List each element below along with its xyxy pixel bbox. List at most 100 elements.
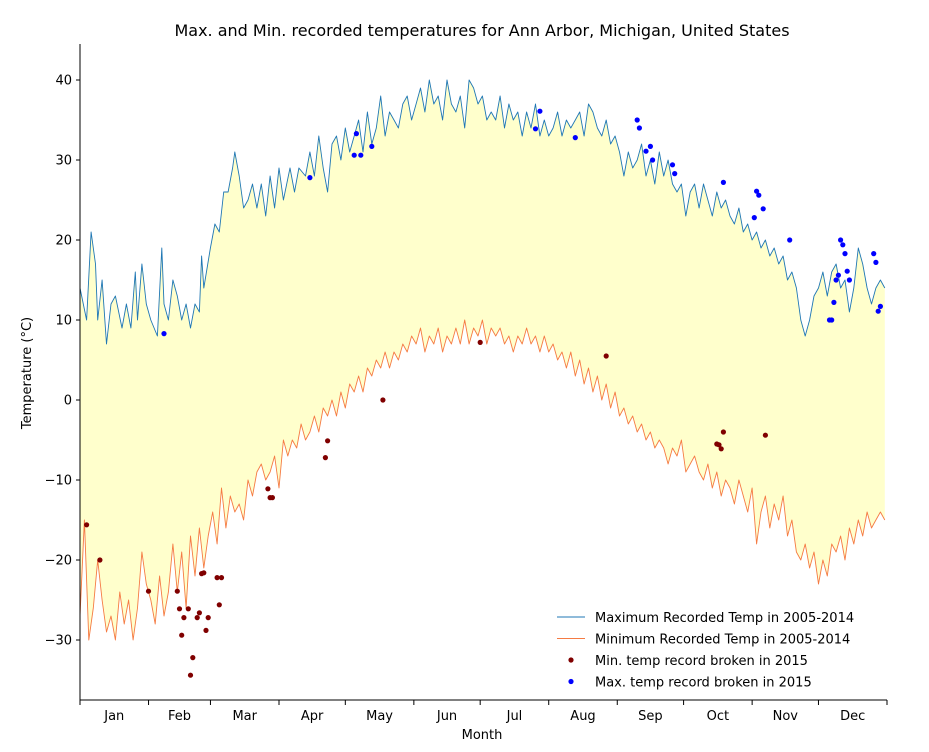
max-record-point [572, 135, 578, 141]
axes: −30 −20 −10 0 10 20 30 40 Jan Feb Mar Apr May Jun Jul A… [45, 44, 888, 724]
x-tick-label: Dec [840, 709, 865, 724]
max-record-point [369, 143, 375, 149]
x-tick-label: Jan [103, 709, 124, 724]
max-record-point [840, 242, 846, 248]
max-record-point [351, 152, 357, 158]
max-record-point [647, 143, 654, 149]
max-record-point [643, 148, 649, 154]
min-record-point [325, 438, 331, 444]
y-tick-label: −10 [45, 474, 72, 489]
legend-label: Max. temp record broken in 2015 [595, 676, 812, 691]
min-record-point [214, 575, 220, 581]
max-record-point [161, 331, 167, 337]
min-record-point [265, 486, 271, 492]
record-points [84, 108, 884, 678]
x-tick-label: Jun [436, 709, 457, 724]
chart-title: Max. and Min. recorded temperatures for … [174, 21, 789, 40]
min-temp-line [79, 319, 886, 641]
min-record-point [269, 495, 275, 501]
max-record-point [844, 268, 850, 274]
y-tick-label: −30 [45, 634, 72, 649]
min-record-point [216, 602, 222, 608]
min-record-point [190, 655, 196, 661]
y-tick-label: 20 [55, 234, 72, 249]
x-tick-label: Aug [570, 709, 595, 724]
fill-between-polygon [80, 80, 885, 640]
legend-marker-swatch [568, 678, 574, 685]
max-record-point [760, 206, 766, 212]
x-tick-label: Sep [638, 709, 663, 724]
min-record-point [322, 455, 328, 461]
max-record-point [756, 192, 762, 198]
min-record-point [187, 672, 194, 678]
min-record-point [179, 632, 185, 638]
fill-between-area [80, 80, 885, 640]
y-tick-label: 0 [64, 394, 72, 409]
max-record-point [831, 299, 837, 305]
max-record-point [634, 117, 640, 123]
max-record-point [829, 317, 835, 323]
max-record-point [636, 125, 643, 131]
min-record-point [194, 615, 200, 621]
max-record-point [669, 162, 676, 168]
min-record-point [720, 429, 727, 435]
min-record-point [380, 397, 386, 403]
min-record-point [718, 446, 724, 452]
min-record-point [477, 339, 483, 345]
min-record-point [762, 432, 769, 438]
max-record-point [537, 108, 543, 114]
max-record-point [532, 126, 539, 132]
max-record-point [875, 308, 881, 314]
legend-label: Minimum Recorded Temp in 2005-2014 [595, 633, 850, 648]
max-record-point [353, 131, 359, 137]
max-temp-line [79, 79, 886, 345]
series-lines [79, 79, 886, 641]
x-tick-label: Jul [506, 709, 523, 724]
x-axis-label: Month [462, 728, 503, 743]
max-record-point [833, 277, 839, 283]
min-record-point [174, 588, 180, 594]
y-tick-label: −20 [45, 554, 72, 569]
max-record-point [358, 152, 364, 158]
max-record-point [787, 237, 793, 243]
min-record-point [201, 570, 207, 576]
y-tick-label: 10 [55, 314, 72, 329]
max-record-point [846, 277, 853, 283]
min-record-point [145, 588, 152, 594]
max-record-point [873, 259, 879, 265]
max-record-point [751, 215, 757, 221]
max-record-point [871, 251, 877, 257]
x-tick-label: Oct [707, 709, 729, 724]
y-tick-label: 40 [55, 74, 72, 89]
y-tick-label: 30 [55, 154, 72, 169]
min-record-point [716, 442, 722, 448]
min-record-point [203, 627, 209, 634]
legend-label: Maximum Recorded Temp in 2005-2014 [595, 611, 854, 626]
min-record-point [205, 615, 211, 621]
max-record-point [307, 175, 313, 181]
min-record-point [185, 606, 191, 612]
min-record-point [603, 353, 609, 359]
min-record-point [176, 606, 183, 612]
x-tick-label: Nov [773, 709, 799, 724]
max-record-point [754, 188, 760, 194]
x-tick-label: Feb [168, 709, 191, 724]
max-record-point [835, 272, 842, 278]
legend: Maximum Recorded Temp in 2005-2014 Minimu… [557, 611, 854, 691]
legend-label: Min. temp record broken in 2015 [595, 654, 808, 669]
min-record-point [84, 522, 90, 528]
min-record-point [181, 615, 187, 621]
max-record-point [842, 251, 848, 257]
max-record-point [720, 179, 727, 185]
y-axis-label: Temperature (°C) [20, 317, 35, 430]
max-record-point [672, 171, 678, 177]
legend-marker-swatch [568, 657, 574, 663]
max-record-point [877, 303, 884, 309]
x-tick-label: May [366, 709, 393, 724]
max-record-point [838, 237, 844, 243]
max-record-point [650, 157, 656, 163]
min-record-point [218, 575, 225, 581]
x-tick-label: Mar [232, 709, 257, 724]
